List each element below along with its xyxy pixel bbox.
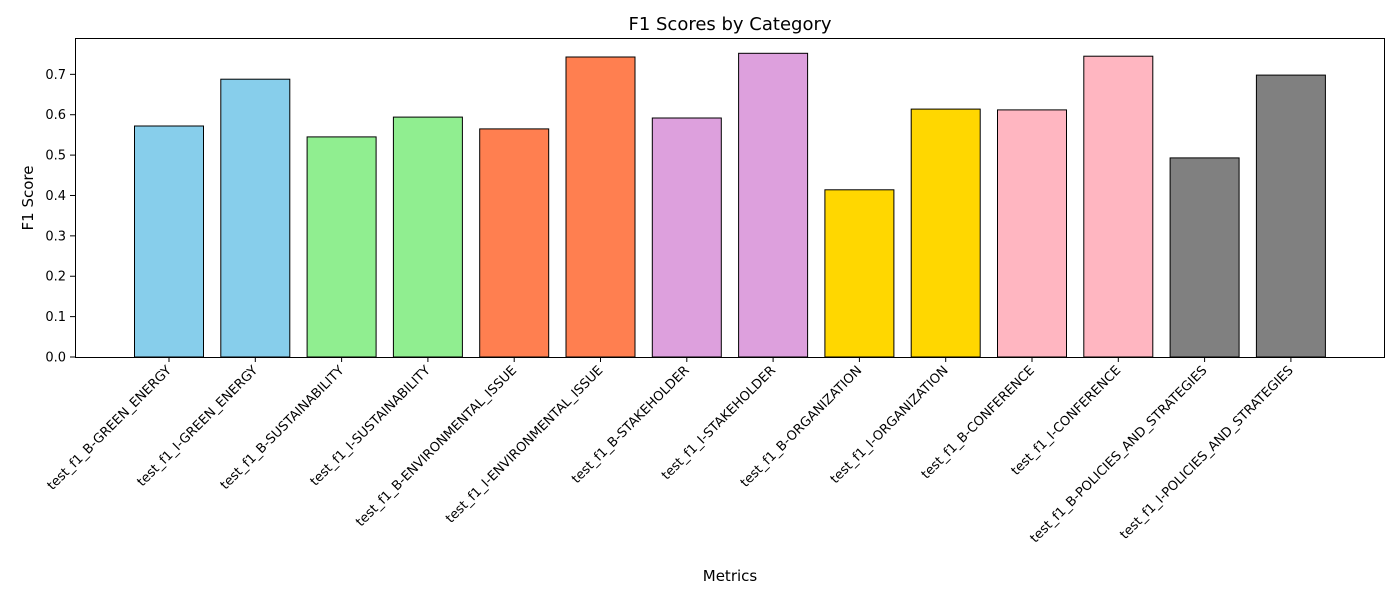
y-tick-label: 0.7 [45,68,66,83]
x-tick-label: test_f1_B-POLICIES_AND_STRATEGIES [1028,363,1211,546]
bars-group [134,52,1326,358]
y-tick-label: 0.0 [45,351,66,366]
bar-test_f1_B-ORGANIZATION [824,189,895,358]
bar-test_f1_I-ORGANIZATION [910,108,981,358]
bar-test_f1_B-SUSTAINABILITY [306,136,377,358]
x-axis-label: Metrics [703,567,758,585]
bar-test_f1_B-GREEN_ENERGY [134,125,204,358]
y-axis: 0.0 0.1 0.2 0.3 0.4 0.5 0.6 0.7 [45,68,75,366]
bar-test_f1_B-POLICIES_AND_STRATEGIES [1169,157,1240,358]
bar-test_f1_I-STAKEHOLDER [738,52,809,358]
bar-test_f1_I-ENVIRONMENTAL_ISSUE [565,56,636,358]
x-tick-label: test_f1_I-ENVIRONMENTAL_ISSUE [443,363,606,526]
y-tick-label: 0.3 [45,229,66,244]
bar-test_f1_I-GREEN_ENERGY [220,78,291,358]
bar-test_f1_B-CONFERENCE [997,109,1067,358]
chart-title: F1 Scores by Category [628,14,831,35]
bar-test_f1_I-POLICIES_AND_STRATEGIES [1255,74,1326,358]
y-tick-label: 0.4 [45,189,66,204]
bar-test_f1_I-SUSTAINABILITY [392,116,463,358]
x-tick-label: test_f1_B-ENVIRONMENTAL_ISSUE [353,363,520,530]
bar-test_f1_B-ENVIRONMENTAL_ISSUE [479,128,550,358]
y-axis-label: F1 Score [19,166,37,231]
x-tick-label: test_f1_I-POLICIES_AND_STRATEGIES [1117,363,1296,542]
y-tick-label: 0.1 [45,310,66,325]
bar-test_f1_B-STAKEHOLDER [651,117,722,358]
y-tick-label: 0.2 [45,270,66,285]
x-axis: test_f1_B-GREEN_ENERGYtest_f1_I-GREEN_EN… [45,357,1297,546]
y-tick-label: 0.5 [45,149,66,164]
bar-test_f1_I-CONFERENCE [1083,55,1154,358]
plot-frame [75,38,1385,358]
y-tick-label: 0.6 [45,108,66,123]
